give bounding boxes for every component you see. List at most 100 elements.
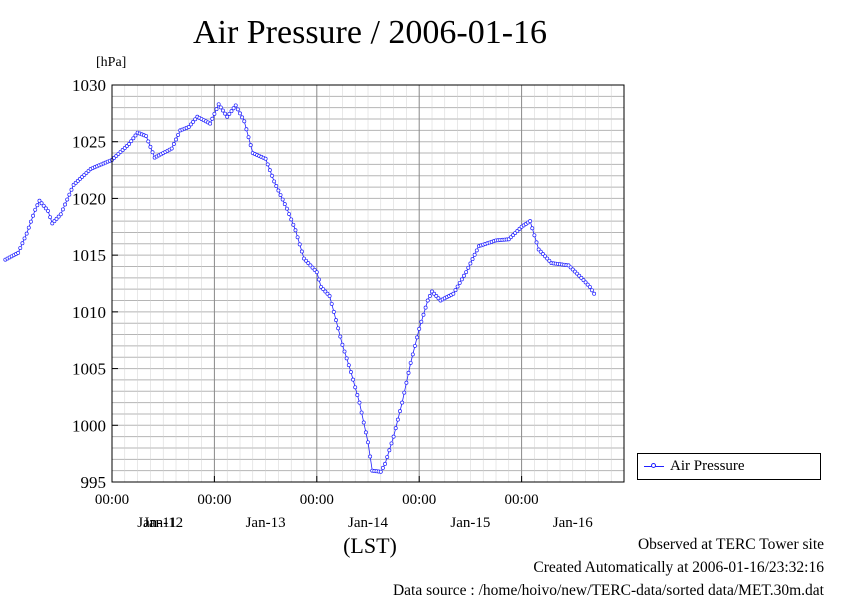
data-point	[214, 107, 219, 112]
data-point	[540, 252, 545, 256]
data-point	[131, 136, 136, 141]
y-tick-label: 1000	[72, 416, 106, 435]
data-point	[263, 156, 268, 161]
data-point	[395, 417, 400, 422]
data-point	[459, 277, 464, 282]
data-point	[359, 410, 364, 415]
y-tick-label: 1020	[72, 189, 106, 208]
data-point	[310, 265, 315, 270]
data-point	[470, 257, 475, 262]
data-point	[276, 188, 281, 193]
data-point	[67, 192, 72, 197]
data-point	[393, 426, 398, 431]
data-point	[340, 342, 345, 347]
data-point	[406, 370, 411, 375]
data-point	[193, 117, 198, 122]
data-point	[227, 111, 232, 116]
data-point	[22, 236, 27, 241]
data-point	[233, 103, 238, 108]
data-point	[210, 116, 215, 121]
data-point	[16, 250, 21, 255]
data-point	[176, 132, 181, 137]
data-point	[314, 270, 319, 275]
data-point	[65, 197, 70, 202]
data-point	[295, 235, 300, 240]
data-point	[41, 203, 46, 208]
legend-marker-icon	[651, 463, 656, 468]
data-point	[287, 212, 292, 216]
data-point	[278, 193, 283, 197]
data-point	[146, 139, 151, 144]
x-axis-label: (LST)	[343, 533, 397, 558]
plot-frame	[111, 84, 625, 483]
data-point	[353, 385, 358, 390]
data-point	[212, 111, 217, 116]
data-point	[387, 448, 392, 453]
data-point	[304, 258, 309, 263]
data-point	[52, 219, 57, 224]
data-point	[457, 280, 462, 285]
data-point	[133, 133, 138, 138]
data-point	[436, 296, 441, 301]
data-point	[378, 469, 383, 474]
data-point	[400, 400, 405, 405]
data-point	[462, 273, 466, 278]
data-point	[220, 108, 225, 113]
data-point	[60, 207, 65, 212]
data-point	[329, 301, 334, 306]
data-point	[274, 183, 279, 188]
data-point	[355, 392, 360, 397]
series-group	[3, 102, 597, 474]
data-point	[284, 206, 289, 211]
data-point	[289, 217, 294, 222]
data-point	[391, 434, 396, 439]
data-point	[547, 258, 552, 263]
data-point	[344, 356, 349, 361]
data-point	[545, 256, 550, 261]
x-time-tick-label: 00:00	[197, 492, 231, 508]
data-point	[308, 263, 313, 268]
data-point	[267, 168, 272, 173]
data-point	[468, 261, 473, 266]
data-point	[342, 349, 347, 354]
x-time-tick-label: 00:00	[95, 492, 129, 508]
data-point	[421, 312, 426, 317]
data-point	[169, 146, 174, 151]
legend: Air Pressure	[637, 453, 821, 480]
data-point	[472, 252, 477, 257]
data-point	[188, 122, 193, 127]
data-point	[474, 248, 479, 253]
data-point	[248, 143, 253, 148]
data-point	[316, 277, 321, 282]
data-point	[235, 107, 240, 112]
data-point	[174, 137, 178, 142]
data-point	[231, 106, 236, 111]
data-point	[348, 370, 353, 374]
x-date-label: Jan-14	[348, 515, 388, 531]
data-point	[334, 318, 338, 323]
y-tick-label: 1030	[72, 76, 106, 95]
data-point	[20, 241, 25, 246]
data-point	[246, 135, 251, 140]
data-point	[434, 294, 439, 298]
data-point	[425, 298, 430, 303]
data-point	[223, 111, 228, 116]
data-point	[50, 221, 55, 226]
y-tick-label: 1025	[72, 133, 106, 152]
data-point	[543, 254, 548, 259]
data-point	[402, 390, 407, 395]
data-point	[312, 267, 317, 272]
data-point	[58, 212, 63, 217]
data-point	[208, 121, 213, 126]
data-point	[302, 256, 306, 261]
data-point	[538, 249, 543, 254]
legend-label: Air Pressure	[670, 458, 745, 474]
data-point	[244, 127, 249, 132]
data-point	[579, 275, 584, 280]
footer-created: Created Automatically at 2006-01-16/23:3…	[533, 559, 824, 576]
data-point	[216, 102, 221, 107]
data-point	[361, 420, 366, 425]
data-point	[385, 455, 390, 459]
data-point	[408, 360, 413, 365]
